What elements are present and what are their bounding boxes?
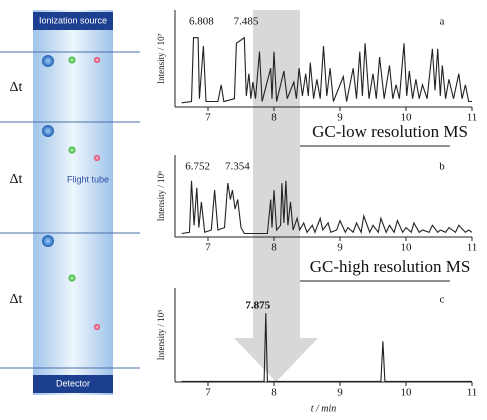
source-label: Ionization source	[39, 15, 107, 25]
x-tick-label: 7	[205, 387, 211, 399]
source-box	[33, 12, 113, 30]
x-tick-label: 11	[467, 387, 478, 399]
y-axis-label: Intensity / 10⁶	[156, 171, 166, 222]
x-tick-label: 10	[401, 112, 413, 124]
panel-label: c	[440, 294, 445, 306]
x-tick-label: 11	[467, 242, 478, 254]
x-tick-label: 10	[401, 242, 413, 254]
x-tick-label: 8	[271, 242, 277, 254]
x-tick-label: 11	[467, 112, 478, 124]
peak-label: 7.354	[225, 161, 250, 173]
ion	[68, 56, 76, 64]
peak-label: 6.752	[185, 161, 210, 173]
ion	[94, 57, 100, 63]
x-tick-label: 8	[271, 112, 277, 124]
ion	[94, 155, 100, 161]
chromatogram	[181, 313, 472, 382]
panel-label: a	[440, 16, 445, 28]
y-axis-label: Intensity / 10⁷	[156, 33, 166, 84]
panel-caption: GC-low resolution MS	[312, 122, 468, 141]
panel-label: b	[439, 161, 445, 173]
ion	[42, 55, 54, 67]
peak-label: 7.485	[234, 16, 259, 28]
x-axis-label: t / min	[311, 403, 337, 414]
highlight-arrow	[234, 10, 318, 382]
peak-label: 7.875	[245, 300, 270, 312]
x-tick-label: 9	[337, 242, 343, 254]
interval-label: Δt	[10, 172, 23, 187]
panel-caption: GC-high resolution MS	[310, 257, 471, 276]
tube	[33, 10, 113, 395]
detector-label: Detector	[56, 378, 90, 388]
ion	[68, 274, 76, 282]
chromatogram	[181, 36, 472, 104]
peak-label: 6.808	[189, 16, 214, 28]
x-tick-label: 9	[337, 387, 343, 399]
interval-label: Δt	[10, 80, 23, 95]
x-tick-label: 10	[401, 387, 413, 399]
chromatogram	[181, 180, 473, 235]
x-tick-label: 9	[337, 112, 343, 124]
interval-label: Δt	[10, 292, 23, 307]
ion	[42, 125, 54, 137]
detector-box	[33, 375, 113, 393]
ion	[42, 235, 54, 247]
x-tick-label: 7	[205, 242, 211, 254]
ion	[94, 324, 100, 330]
x-tick-label: 8	[271, 387, 277, 399]
ion	[68, 146, 76, 154]
x-tick-label: 7	[205, 112, 211, 124]
flight-tube-diagram: Ionization source Detector Δt Δt Δt Flig…	[0, 10, 140, 395]
tube-label: Flight tube	[67, 174, 109, 184]
y-axis-label: Intensity / 10⁵	[156, 310, 166, 361]
